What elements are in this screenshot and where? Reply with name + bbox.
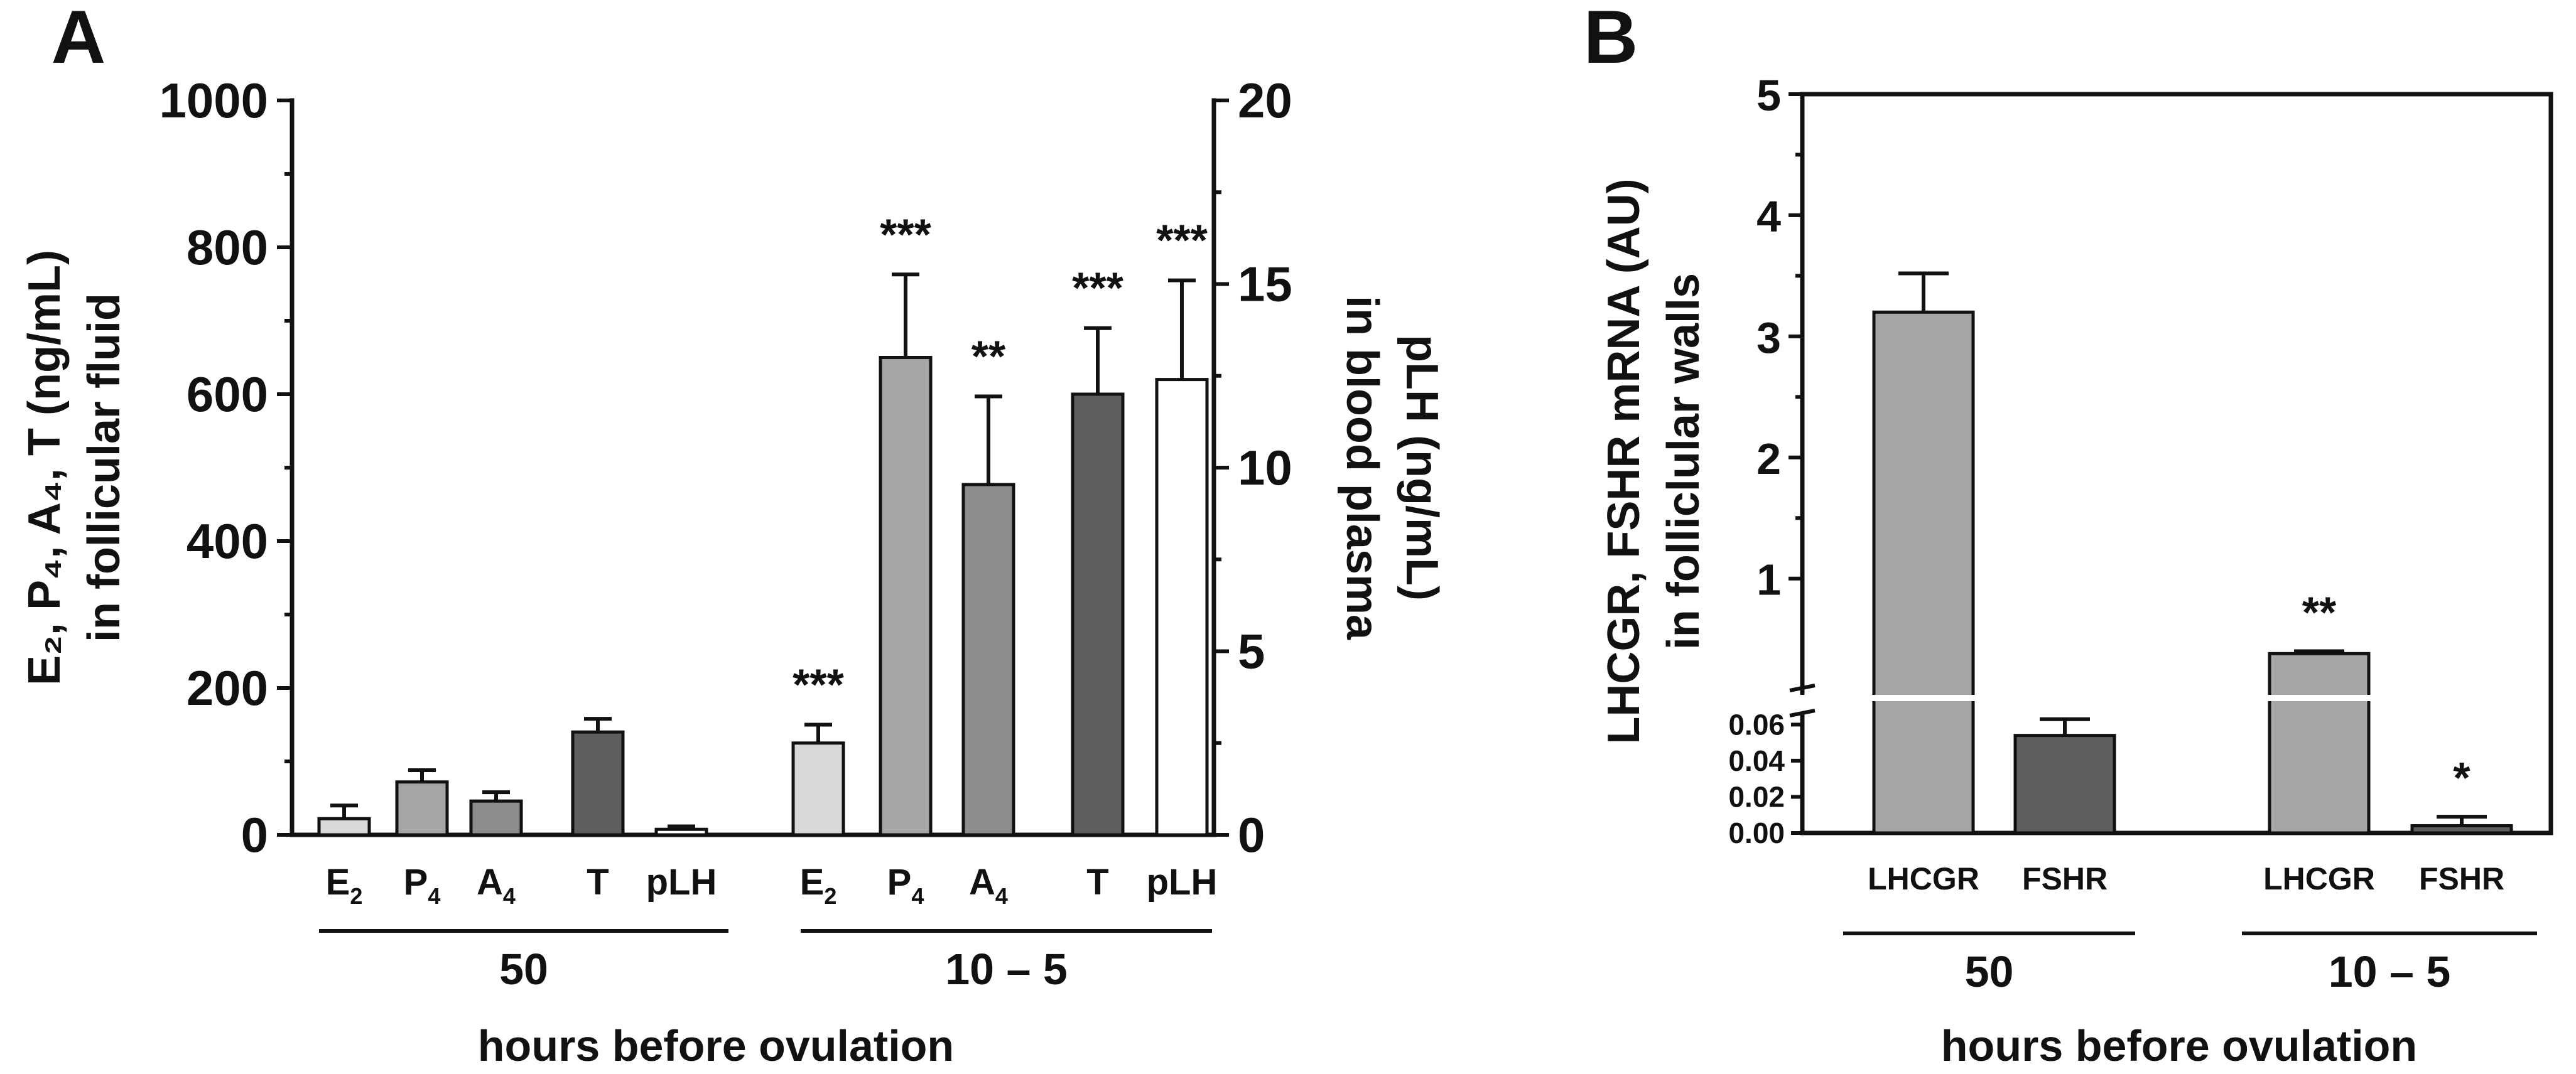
category-label-b: FSHR (2419, 861, 2504, 896)
bar-b (2410, 824, 2513, 835)
category-label-b: LHCGR (2263, 861, 2375, 896)
ylabel-right-a: pLH (ng/mL)in blood plasma (1337, 296, 1447, 640)
bar-a (571, 730, 625, 837)
significance-b: * (2453, 753, 2470, 802)
axis-break-mark-b (1789, 709, 1816, 717)
panel-letter-a: A (51, 0, 106, 79)
ytick-label-upper-b: 4 (1756, 192, 1781, 241)
ytick-label-upper-b: 3 (1756, 313, 1781, 362)
ytick-label-right-a: 15 (1238, 257, 1292, 312)
ytick-label-left-a: 400 (187, 513, 268, 569)
bar-a (791, 741, 845, 837)
axis-break-band-b (1805, 695, 2548, 701)
axis-break-mark-b (1789, 684, 1816, 692)
panel-letter-b: B (1584, 0, 1638, 79)
bar-a (1071, 392, 1125, 837)
category-label-a: P4 (404, 862, 441, 909)
group-label-a: 10 – 5 (945, 945, 1068, 994)
ytick-label-upper-b: 1 (1756, 556, 1781, 604)
category-label-a: E2 (326, 862, 363, 909)
ytick-label-right-a: 20 (1238, 73, 1292, 128)
category-label-a: pLH (1147, 862, 1218, 903)
ytick-label-right-a: 0 (1238, 807, 1265, 862)
category-label-a: E2 (800, 862, 837, 909)
significance-a: *** (1072, 264, 1123, 313)
ytick-label-left-a: 1000 (159, 73, 268, 128)
xlabel-b: hours before ovulation (1941, 1021, 2417, 1070)
group-label-b: 50 (1965, 947, 2014, 996)
significance-a: *** (880, 210, 931, 259)
bar-a (395, 780, 449, 837)
bar-b (1872, 310, 1975, 835)
ytick-label-lower-b: 0.04 (1728, 744, 1785, 777)
ytick-label-left-a: 200 (187, 660, 268, 716)
significance-a: ** (971, 332, 1006, 381)
ylabel-left-line2: in follicular fluid (79, 293, 129, 642)
ytick-label-left-a: 600 (187, 367, 268, 422)
significance-a: *** (793, 660, 844, 709)
ylabel-right-line1: pLH (ng/mL) (1397, 335, 1447, 601)
category-label-a: P4 (887, 862, 924, 909)
bar-a (879, 356, 933, 837)
significance-a: *** (1156, 216, 1208, 265)
ytick-label-right-a: 10 (1238, 440, 1292, 495)
bar-b (2013, 734, 2116, 835)
xlabel-a: hours before ovulation (478, 1021, 954, 1070)
bar-a (317, 817, 371, 837)
ytick-label-lower-b: 0.02 (1728, 780, 1785, 813)
significance-b: ** (2302, 588, 2337, 636)
ylabel-b-line1: LHCGR, FSHR mRNA (AU) (1599, 178, 1649, 744)
ytick-label-lower-b: 0.06 (1728, 708, 1785, 741)
ytick-label-left-a: 0 (241, 807, 268, 862)
bar-a (654, 827, 708, 837)
category-label-a: pLH (646, 862, 717, 903)
category-label-a: A4 (969, 862, 1008, 909)
ytick-label-lower-b: 0.00 (1728, 817, 1785, 849)
category-label-a: T (587, 862, 609, 903)
ylabel-left-line1: E₂, P₄, A₄, T (ng/mL) (19, 250, 70, 685)
ytick-label-right-a: 5 (1238, 624, 1265, 679)
category-label-b: LHCGR (1868, 861, 1979, 896)
bar-a (469, 799, 523, 837)
category-label-b: FSHR (2022, 861, 2108, 896)
bar-b (2268, 652, 2371, 835)
bar-a (1155, 378, 1209, 837)
group-label-a: 50 (499, 945, 548, 994)
category-label-a: A4 (477, 862, 516, 909)
ytick-label-upper-b: 5 (1756, 71, 1781, 120)
ytick-label-left-a: 800 (187, 220, 268, 275)
bar-a (961, 483, 1015, 837)
group-label-b: 10 – 5 (2329, 947, 2451, 996)
ylabel-b-line2: in folliclular walls (1659, 273, 1709, 650)
ytick-label-upper-b: 2 (1756, 434, 1781, 483)
ylabel-left-a: E₂, P₄, A₄, T (ng/mL) in follicular fluid (19, 250, 129, 685)
category-label-a: T (1086, 862, 1108, 903)
ylabel-right-line2: in blood plasma (1337, 296, 1387, 640)
ylabel-b: LHCGR, FSHR mRNA (AU) in folliclular wall… (1599, 178, 1709, 744)
